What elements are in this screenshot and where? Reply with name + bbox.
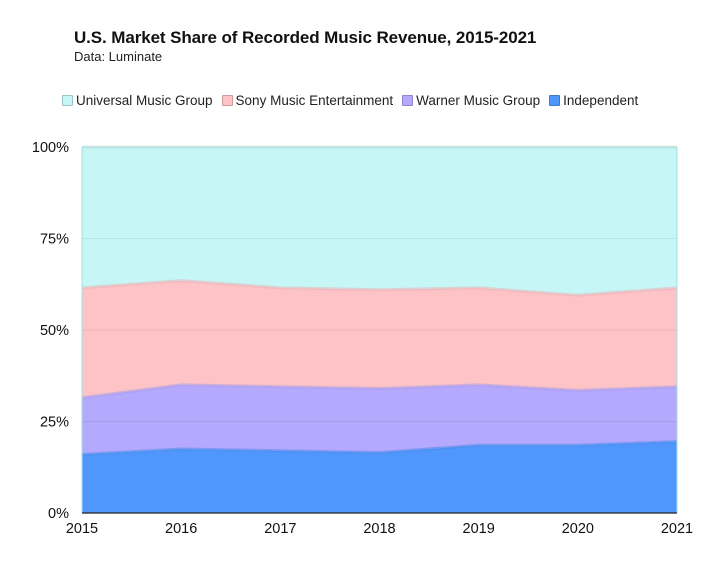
chart-title: U.S. Market Share of Recorded Music Reve… — [74, 28, 537, 47]
series-line-sony-music-entertainment — [81, 279, 678, 297]
area-independent — [82, 441, 677, 513]
y-tick-label: 75% — [40, 232, 69, 248]
legend-item-sony[interactable]: Sony Music Entertainment — [221, 93, 394, 108]
legend-item-independent[interactable]: Independent — [549, 93, 638, 108]
x-tick-label: 2021 — [661, 521, 693, 537]
legend-label-sony: Sony Music Entertainment — [235, 93, 394, 108]
series-line-independent — [81, 440, 678, 456]
x-tick-label: 2017 — [264, 521, 296, 537]
x-tick-label: 2018 — [363, 521, 395, 537]
legend-item-warner[interactable]: Warner Music Group — [402, 93, 540, 108]
x-tick-label: 2020 — [562, 521, 594, 537]
legend-label-independent: Independent — [563, 93, 639, 108]
y-tick-label: 0% — [48, 506, 69, 522]
legend-swatch-universal — [62, 95, 73, 106]
series-line-warner-music-group — [81, 383, 678, 400]
legend-label-warner: Warner Music Group — [416, 93, 541, 108]
chart-legend: Universal Music Group Sony Music Enterta… — [62, 93, 638, 108]
area-universal-music-group — [82, 147, 677, 296]
y-tick-label: 25% — [40, 415, 69, 431]
area-warner-music-group — [82, 384, 677, 455]
legend-swatch-sony — [221, 95, 233, 106]
legend-item-universal[interactable]: Universal Music Group — [62, 93, 213, 108]
y-tick-label: 50% — [40, 323, 69, 339]
x-tick-label: 2015 — [66, 521, 98, 537]
y-tick-label: 100% — [32, 140, 69, 156]
x-tick-label: 2016 — [165, 521, 197, 537]
area-sony-music-entertainment — [82, 280, 677, 398]
legend-swatch-independent — [549, 95, 561, 106]
chart-subtitle: Data: Luminate — [74, 49, 163, 64]
legend-swatch-warner — [402, 95, 414, 106]
x-tick-label: 2019 — [463, 521, 495, 537]
legend-label-universal: Universal Music Group — [76, 93, 213, 108]
